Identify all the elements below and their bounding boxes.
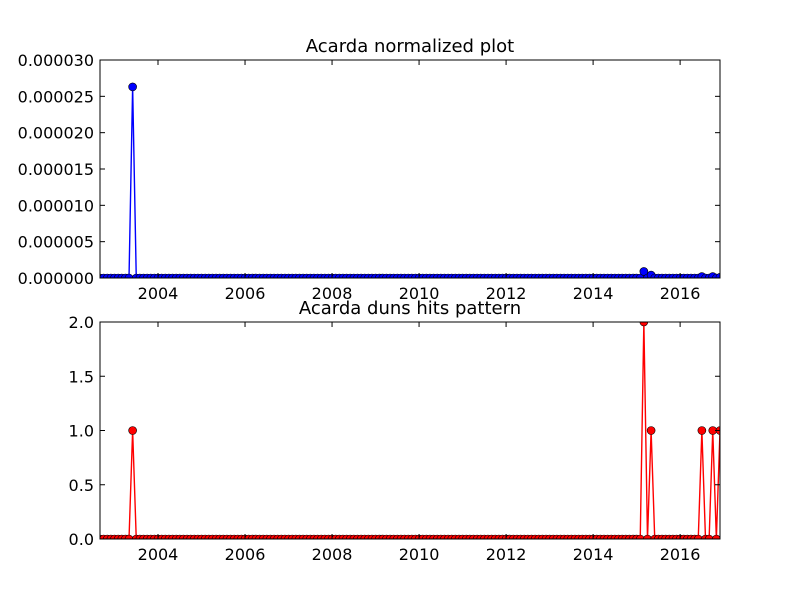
x-tick-label: 2010 bbox=[399, 284, 440, 303]
x-tick-label: 2010 bbox=[399, 545, 440, 564]
data-point bbox=[124, 273, 134, 278]
chart-title: Acarda duns hits pattern bbox=[299, 298, 521, 319]
plot-frame bbox=[99, 321, 721, 540]
x-axis: 2004 2006 2008 2010 2012 2014 2016 bbox=[138, 322, 701, 564]
x-tick-label: 2016 bbox=[660, 284, 701, 303]
x-tick-label: 2014 bbox=[573, 284, 614, 303]
data-point bbox=[693, 534, 703, 539]
y-tick-label: 0.000030 bbox=[18, 51, 94, 70]
data-point bbox=[128, 82, 137, 92]
y-tick-label: 2.0 bbox=[69, 313, 94, 332]
data-point bbox=[124, 534, 134, 539]
x-tick-label: 2016 bbox=[660, 545, 701, 564]
x-tick-label: 2004 bbox=[138, 284, 179, 303]
data-point bbox=[704, 534, 714, 539]
y-tick-label: 0.000010 bbox=[18, 196, 94, 215]
plot-frame bbox=[99, 59, 721, 279]
data-point bbox=[643, 534, 652, 539]
data-point bbox=[697, 426, 707, 435]
y-tick-label: 0.000025 bbox=[18, 87, 94, 106]
series-layer bbox=[100, 82, 720, 278]
data-point bbox=[635, 534, 645, 539]
y-tick-label: 0.000015 bbox=[18, 160, 94, 179]
x-tick-label: 2014 bbox=[573, 545, 614, 564]
data-point bbox=[639, 322, 649, 327]
y-axis: 0.0 0.5 1.0 1.5 2.0 bbox=[69, 313, 720, 549]
duns-hits-chart: Acarda duns hits pattern 0.0 0.5 1.0 1.5 2.0… bbox=[69, 298, 721, 564]
x-tick-label: 2008 bbox=[312, 284, 353, 303]
x-tick-label: 2006 bbox=[225, 545, 266, 564]
series-layer bbox=[100, 322, 720, 539]
x-tick-label: 2012 bbox=[486, 284, 527, 303]
x-tick-label: 2004 bbox=[138, 545, 179, 564]
y-tick-label: 1.0 bbox=[69, 422, 94, 441]
data-point bbox=[712, 534, 720, 539]
y-tick-label: 0.000005 bbox=[18, 233, 94, 252]
y-tick-label: 0.000020 bbox=[18, 124, 94, 143]
y-tick-label: 0.000000 bbox=[18, 269, 94, 288]
y-tick-label: 0.0 bbox=[69, 530, 94, 549]
x-axis: 2004 2006 2008 2010 2012 2014 2016 bbox=[138, 60, 701, 303]
data-point bbox=[646, 426, 656, 435]
chart-title: Acarda normalized plot bbox=[306, 36, 514, 57]
x-tick-label: 2006 bbox=[225, 284, 266, 303]
normalized-plot-chart: Acarda normalized plot 0.0000000.0000050… bbox=[18, 36, 721, 303]
y-axis: 0.000000 0.000005 0.000010 0.000015 0.000020… bbox=[18, 51, 720, 288]
x-tick-label: 2012 bbox=[486, 545, 527, 564]
y-tick-label: 1.5 bbox=[69, 367, 94, 386]
x-tick-label: 2008 bbox=[312, 545, 353, 564]
y-tick-label: 0.5 bbox=[69, 476, 94, 495]
data-point bbox=[715, 272, 720, 278]
data-point bbox=[639, 267, 649, 276]
data-point bbox=[128, 426, 137, 435]
